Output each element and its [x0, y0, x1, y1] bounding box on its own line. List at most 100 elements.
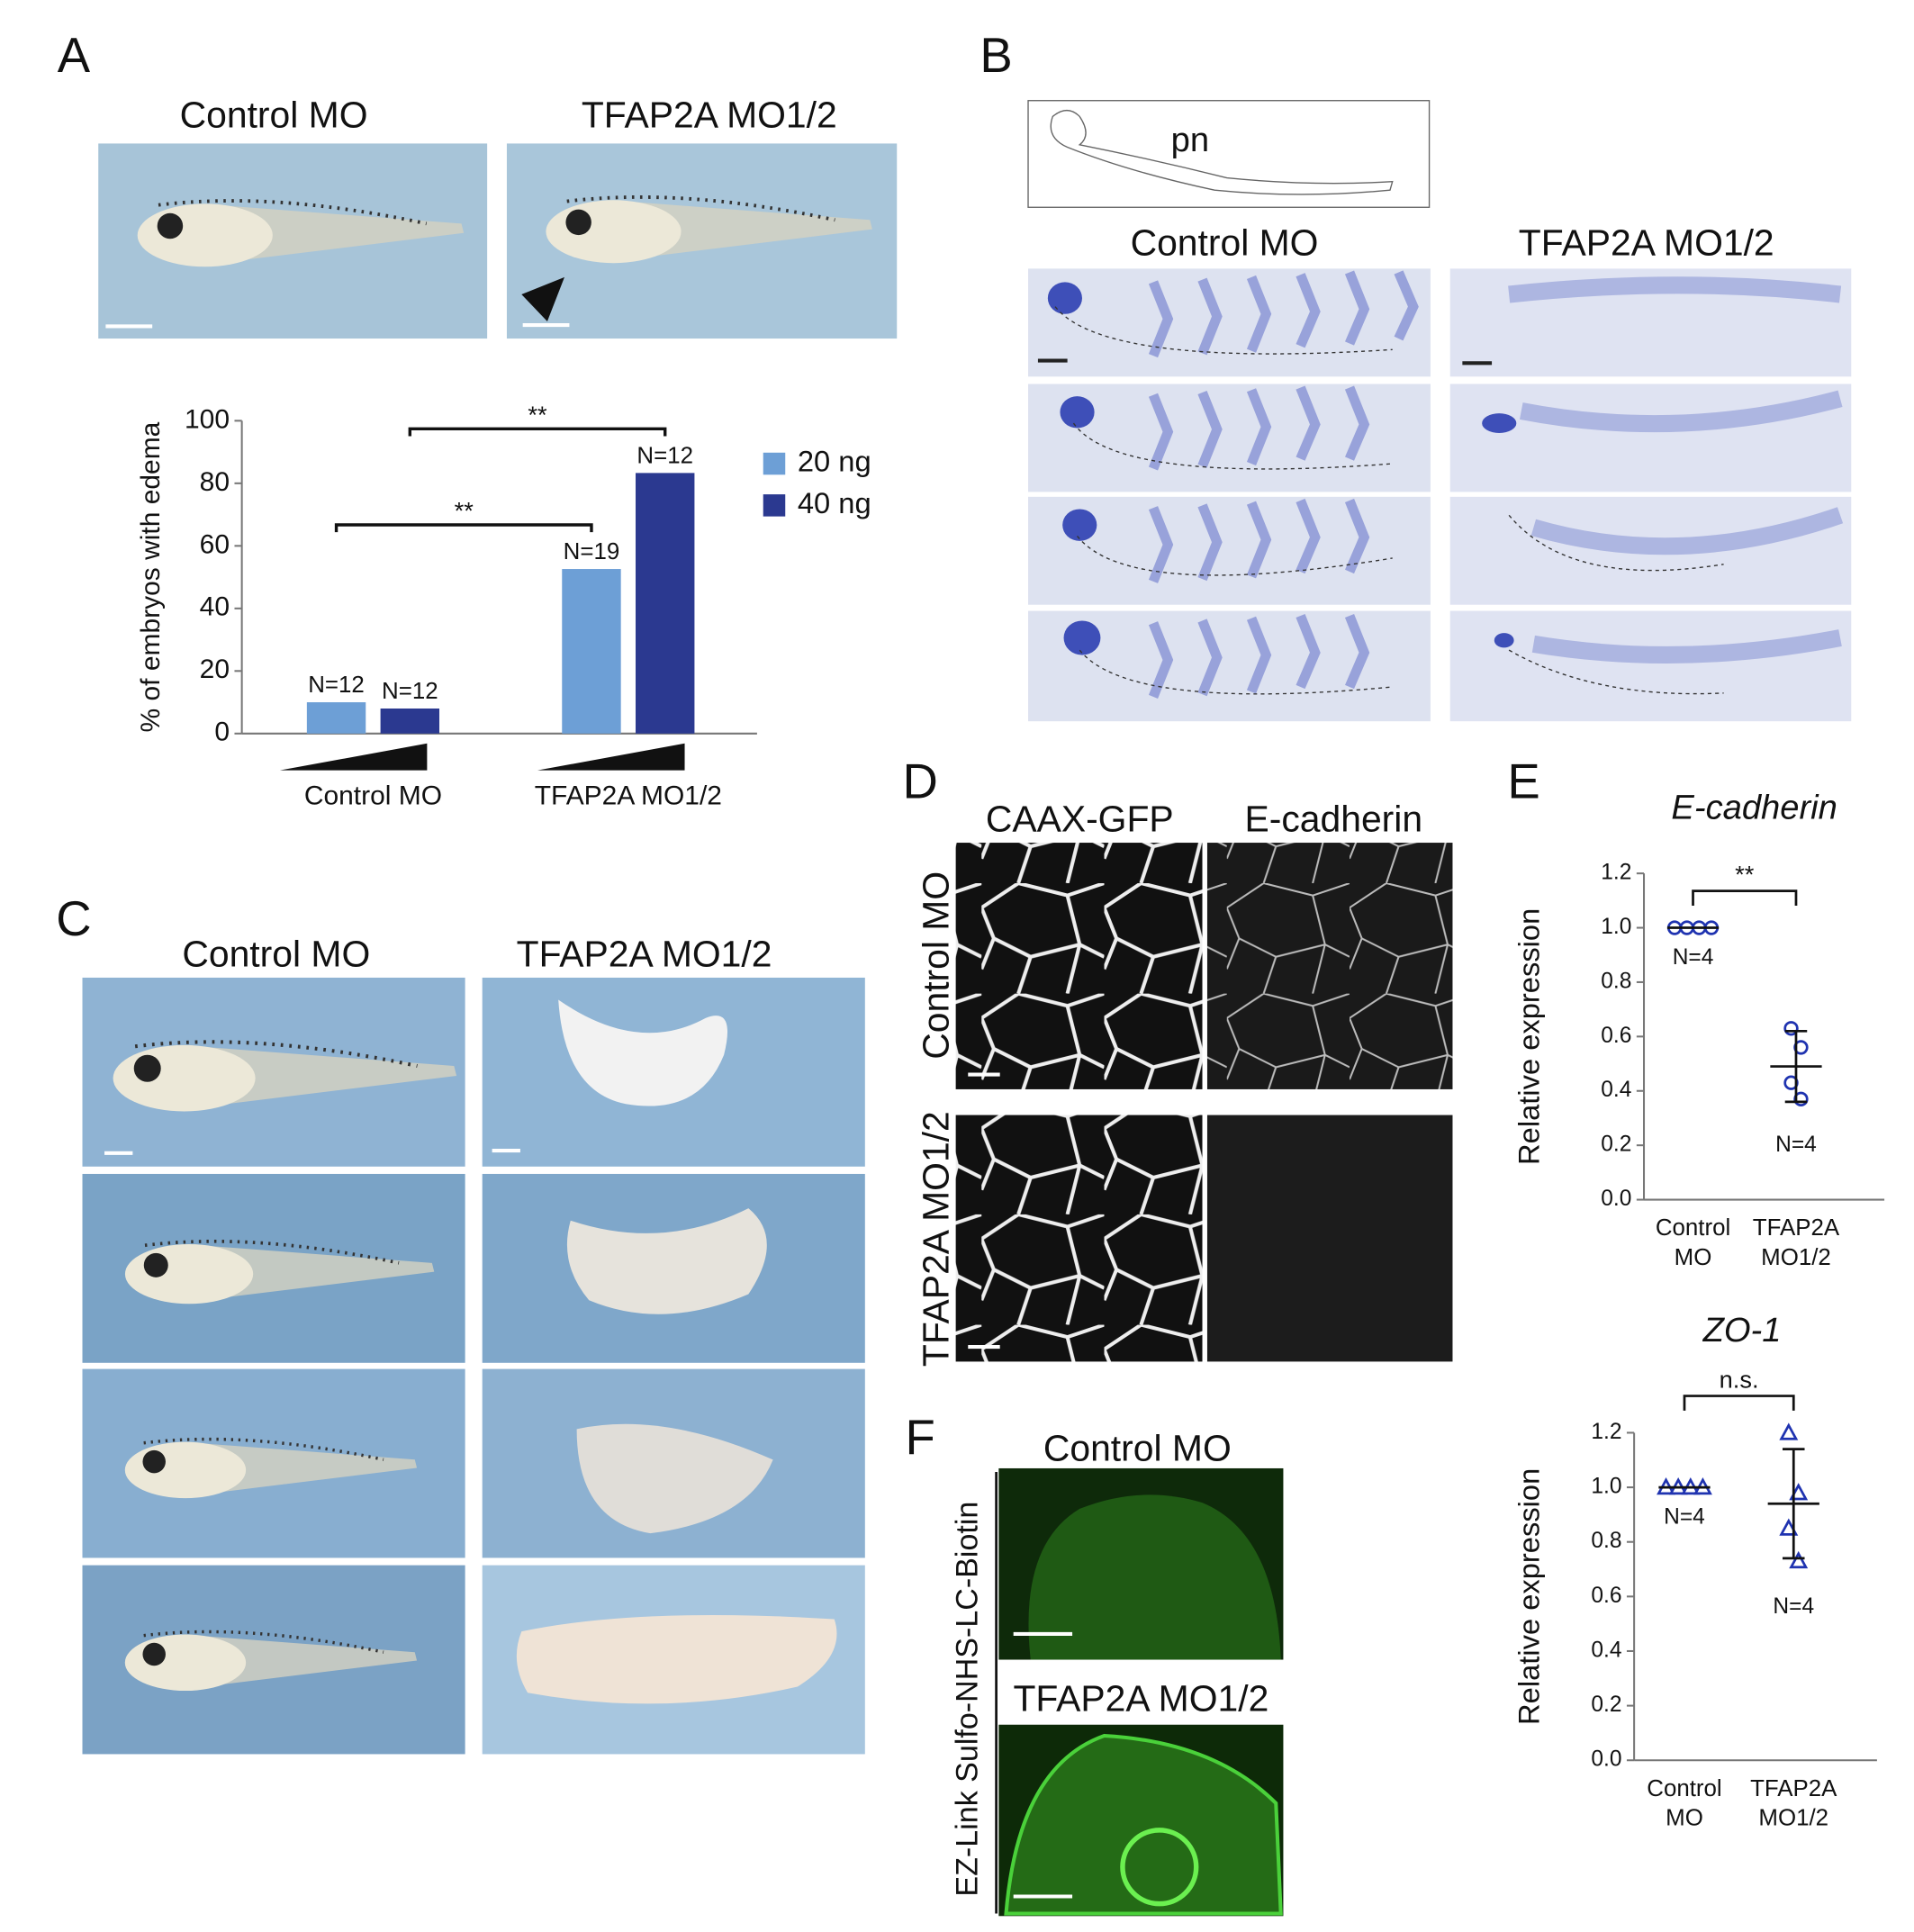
y-tick-label: 0.4 [1601, 1078, 1631, 1102]
pronephros [1494, 633, 1514, 648]
somites [1508, 276, 1844, 664]
column-header: E-cadherin [1245, 799, 1423, 840]
y-tick-label: 20 [200, 655, 230, 684]
data-point [1779, 1422, 1799, 1440]
x-category-label: MO1/2 [1758, 1805, 1828, 1830]
micrograph [1206, 843, 1453, 1089]
micrograph [1206, 1115, 1453, 1362]
photo [1028, 384, 1431, 492]
row-header: TFAP2A MO1/2 [1013, 1678, 1268, 1720]
y-tick-label: 60 [200, 529, 230, 559]
chart-title: E-cadherin [1671, 788, 1837, 826]
column-header: TFAP2A MO1/2 [582, 95, 837, 136]
embryo [558, 999, 728, 1106]
significance-label: ** [1735, 861, 1755, 889]
legend-label: 20 ng [798, 445, 871, 478]
x-category-label: TFAP2A [1753, 1215, 1840, 1241]
photo-grid [82, 977, 865, 1755]
column-header: Control MO [182, 934, 370, 975]
x-category-label: Control [1647, 1776, 1721, 1801]
y-tick-label: 100 [185, 404, 230, 434]
tissue [1028, 1494, 1281, 1660]
x-category-label: TFAP2A [1750, 1776, 1837, 1801]
panel-letter: F [905, 1410, 934, 1465]
n-label: N=4 [1773, 1594, 1814, 1619]
x-category-label: MO1/2 [1761, 1245, 1831, 1270]
y-tick-label: 0.8 [1591, 1529, 1621, 1553]
column-header: TFAP2A MO1/2 [1519, 221, 1774, 263]
bar [306, 702, 366, 734]
legend-swatch [763, 452, 786, 475]
y-tick-label: 0.0 [1601, 1187, 1631, 1211]
column-header: Control MO [180, 95, 368, 136]
n-label: N=4 [1673, 945, 1714, 970]
in-situ-grid [1028, 268, 1852, 722]
y-tick-label: 0.8 [1601, 969, 1631, 993]
legend-swatch [763, 494, 786, 517]
schematic-label: pn [1171, 121, 1209, 159]
x-category-label: Control MO [304, 781, 442, 811]
y-tick-label: 0.4 [1591, 1638, 1621, 1662]
y-tick-label: 1.0 [1601, 915, 1631, 939]
schematic-box [1027, 100, 1431, 208]
y-tick-label: 0.0 [1591, 1747, 1621, 1772]
chart-title: ZO-1 [1702, 1311, 1782, 1350]
photo [1449, 384, 1852, 492]
panel-letter: E [1507, 754, 1539, 808]
pronephros [1063, 620, 1101, 655]
y-tick-label: 0 [214, 718, 230, 747]
y-axis-label: Relative expression [1512, 908, 1545, 1165]
y-tick-label: 1.2 [1601, 861, 1631, 885]
somites [1148, 270, 1419, 699]
data-point [1789, 1550, 1809, 1569]
outline [1054, 306, 1724, 695]
row-header: TFAP2A MO1/2 [915, 1111, 956, 1367]
x-category-label: MO [1666, 1805, 1703, 1830]
y-axis-label: Relative expression [1512, 1468, 1545, 1725]
pronephros [1482, 413, 1517, 433]
significance-bracket [408, 427, 667, 437]
pronephros [1060, 396, 1095, 429]
micrograph [955, 1115, 1203, 1362]
y-tick-label: 0.6 [1601, 1024, 1631, 1048]
x-category-label: Control [1656, 1215, 1730, 1241]
row-header: Control MO [915, 871, 956, 1060]
y-tick-label: 1.0 [1591, 1475, 1621, 1499]
y-tick-label: 40 [200, 592, 230, 622]
bar-n-label: N=12 [382, 679, 438, 704]
panel-letter: D [902, 754, 937, 808]
bar [380, 709, 440, 734]
side-label: EZ-Link Sulfo-NHS-LC-Biotin [951, 1502, 985, 1897]
row-header: Control MO [1043, 1428, 1232, 1469]
schematic-outline [1050, 109, 1394, 195]
significance-label: ** [528, 401, 547, 429]
photo [1028, 268, 1431, 377]
y-tick-label: 80 [200, 467, 230, 497]
notochord [1120, 1828, 1199, 1907]
x-category-label: TFAP2A MO1/2 [535, 781, 722, 811]
embryo [566, 1208, 767, 1314]
pronephros [1062, 509, 1097, 541]
significance-label: ** [455, 497, 474, 525]
n-label: N=4 [1775, 1133, 1817, 1157]
y-axis-label: % of embryos with edema [136, 421, 166, 732]
x-category-label: MO [1675, 1245, 1712, 1270]
significance-bracket [1683, 1395, 1795, 1411]
bar [562, 569, 621, 734]
embryo [516, 1615, 837, 1704]
n-label: N=4 [1664, 1505, 1705, 1530]
arrowhead [521, 276, 564, 321]
significance-bracket [1692, 889, 1798, 907]
significance-label: n.s. [1720, 1365, 1759, 1393]
legend-label: 40 ng [798, 486, 871, 519]
dose-ramp [537, 743, 685, 771]
panel-letter: C [56, 891, 91, 946]
significance-bracket [334, 523, 593, 533]
tissue [1004, 1733, 1283, 1916]
bar [636, 473, 695, 734]
micrograph [955, 843, 1203, 1089]
y-tick-label: 1.2 [1591, 1420, 1621, 1444]
column-header: CAAX-GFP [986, 799, 1174, 840]
